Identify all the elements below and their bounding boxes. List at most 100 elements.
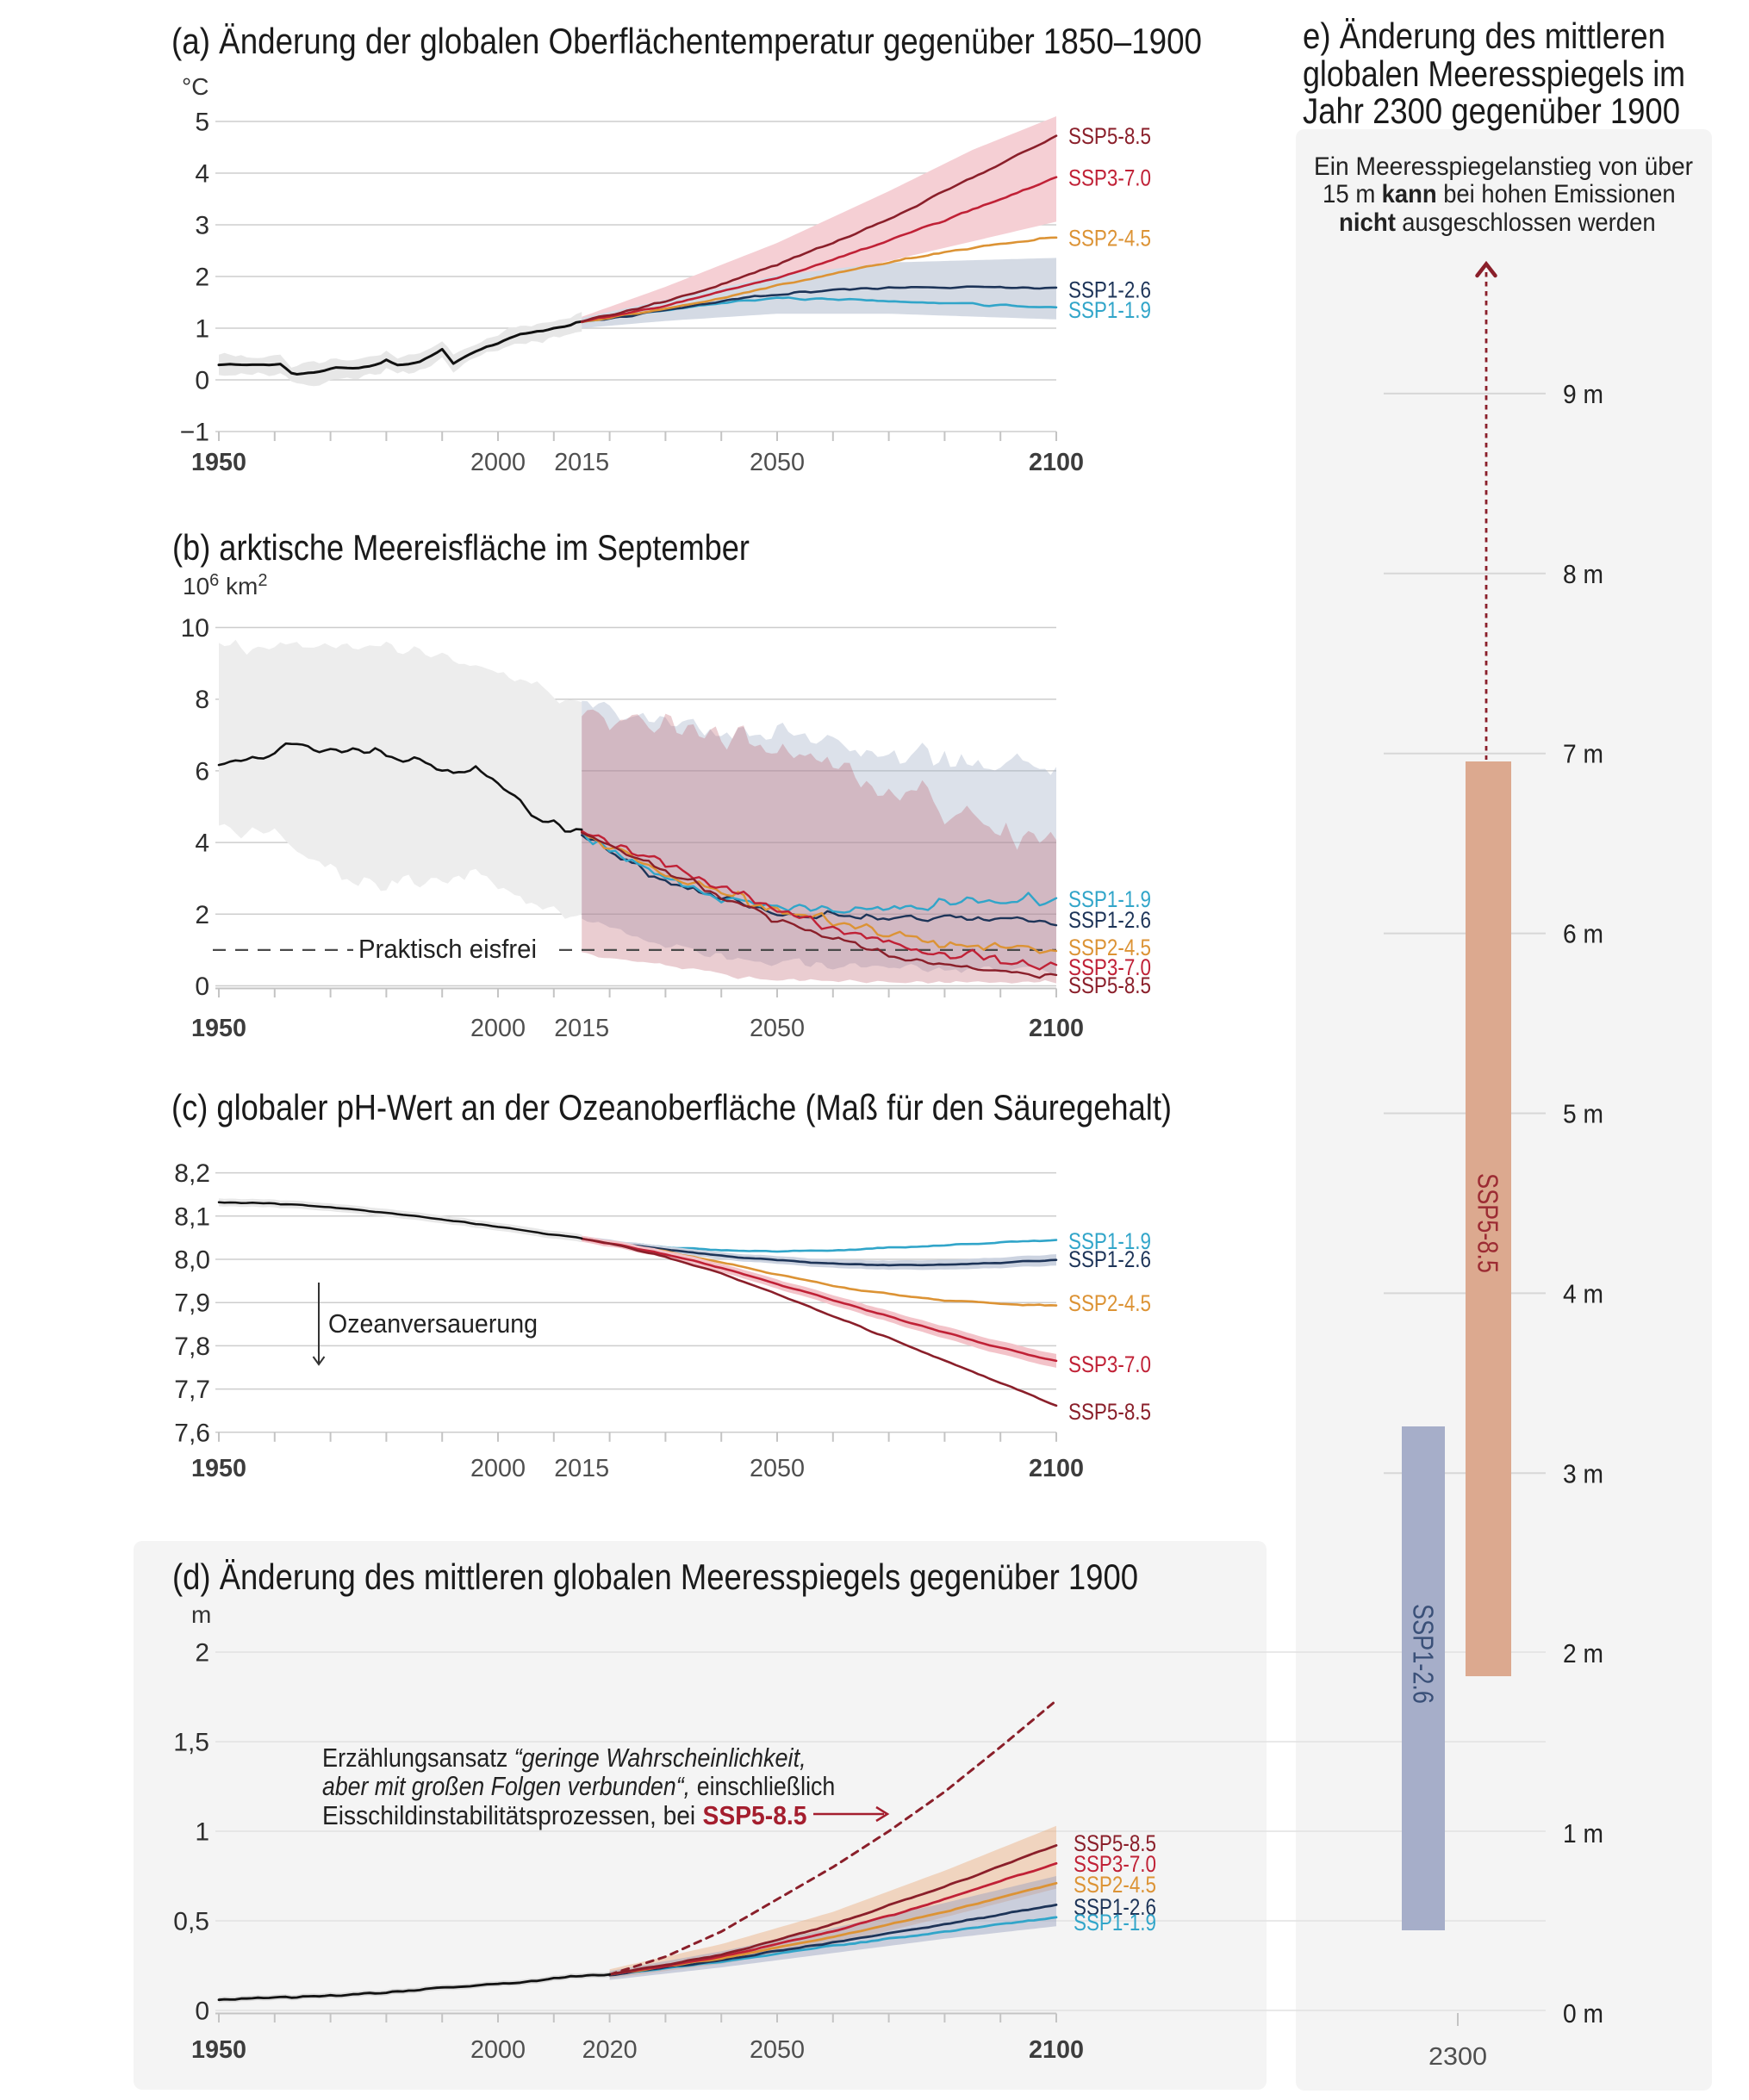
svg-text:(d) Änderung des mittleren glo: (d) Änderung des mittleren globalen Meer… bbox=[172, 1556, 1138, 1597]
svg-text:SSP3-7.0: SSP3-7.0 bbox=[1074, 1851, 1156, 1877]
svg-text:4 m: 4 m bbox=[1563, 1278, 1603, 1308]
svg-text:°C: °C bbox=[182, 73, 209, 100]
svg-text:Erzählungsansatz: Erzählungsansatz bbox=[322, 1743, 514, 1773]
svg-text:2: 2 bbox=[195, 1639, 209, 1668]
svg-text:Praktisch eisfrei: Praktisch eisfrei bbox=[358, 934, 537, 964]
svg-text:SSP3-7.0: SSP3-7.0 bbox=[1068, 165, 1151, 191]
svg-text:Jahr 2300 gegenüber 1900: Jahr 2300 gegenüber 1900 bbox=[1303, 90, 1680, 131]
svg-text:2050: 2050 bbox=[750, 2036, 805, 2064]
svg-text:2100: 2100 bbox=[1029, 1455, 1084, 1482]
svg-text:0: 0 bbox=[195, 1997, 209, 2026]
svg-text:1 m: 1 m bbox=[1563, 1818, 1603, 1848]
svg-text:8,2: 8,2 bbox=[174, 1159, 210, 1188]
svg-text:2: 2 bbox=[195, 264, 209, 292]
svg-text:1950: 1950 bbox=[191, 1455, 246, 1482]
svg-text:8 m: 8 m bbox=[1563, 559, 1603, 589]
svg-text:Ein Meeresspiegelanstieg von ü: Ein Meeresspiegelanstieg von über bbox=[1314, 152, 1693, 181]
svg-text:5: 5 bbox=[195, 109, 209, 137]
svg-text:4: 4 bbox=[195, 160, 209, 189]
svg-text:einschließlich: einschließlich bbox=[690, 1771, 835, 1801]
svg-text:(b) arktische Meereisfläche im: (b) arktische Meereisfläche im September bbox=[172, 527, 750, 568]
svg-text:106 km2: 106 km2 bbox=[183, 571, 268, 600]
svg-text:1950: 1950 bbox=[191, 449, 246, 476]
svg-text:SSP1-1.9: SSP1-1.9 bbox=[1068, 886, 1151, 912]
svg-text:1: 1 bbox=[195, 315, 209, 344]
svg-text:globalen Meeresspiegels im: globalen Meeresspiegels im bbox=[1303, 53, 1685, 94]
svg-text:SSP5-8.5: SSP5-8.5 bbox=[1074, 1830, 1156, 1856]
svg-text:2000: 2000 bbox=[470, 449, 526, 476]
svg-text:15 m: 15 m bbox=[1323, 180, 1382, 208]
svg-text:ausgeschlossen werden: ausgeschlossen werden bbox=[1396, 208, 1656, 237]
svg-text:1950: 1950 bbox=[191, 1015, 246, 1042]
svg-text:nicht: nicht bbox=[1339, 208, 1396, 237]
svg-text:SSP2-4.5: SSP2-4.5 bbox=[1074, 1872, 1156, 1898]
svg-text:0: 0 bbox=[195, 972, 209, 1001]
svg-text:SSP1-2.6: SSP1-2.6 bbox=[1408, 1604, 1440, 1704]
svg-text:10: 10 bbox=[181, 614, 209, 643]
svg-text:SSP1-1.9: SSP1-1.9 bbox=[1074, 1910, 1156, 1935]
svg-text:2000: 2000 bbox=[470, 1455, 526, 1482]
svg-text:1,5: 1,5 bbox=[173, 1729, 209, 1757]
svg-text:bei hohen Emissionen: bei hohen Emissionen bbox=[1437, 180, 1676, 208]
svg-text:(c) globaler pH-Wert an der Oz: (c) globaler pH-Wert an der Ozeanoberflä… bbox=[171, 1087, 1172, 1128]
svg-text:8: 8 bbox=[195, 686, 209, 714]
svg-text:e) Änderung des mittleren: e) Änderung des mittleren bbox=[1303, 16, 1665, 56]
svg-text:SSP2-4.5: SSP2-4.5 bbox=[1068, 226, 1151, 252]
svg-text:1950: 1950 bbox=[191, 2036, 246, 2064]
svg-text:2050: 2050 bbox=[750, 1455, 805, 1482]
svg-text:SSP5-8.5: SSP5-8.5 bbox=[1068, 972, 1151, 998]
svg-text:7,6: 7,6 bbox=[174, 1419, 210, 1447]
svg-text:2015: 2015 bbox=[554, 449, 609, 476]
svg-text:6 m: 6 m bbox=[1563, 919, 1603, 949]
svg-text:9 m: 9 m bbox=[1563, 379, 1603, 409]
svg-text:2: 2 bbox=[195, 901, 209, 929]
svg-text:3 m: 3 m bbox=[1563, 1458, 1603, 1488]
svg-text:2000: 2000 bbox=[470, 2036, 526, 2064]
svg-text:3: 3 bbox=[195, 212, 209, 240]
svg-text:m: m bbox=[191, 1601, 211, 1628]
svg-text:SSP5-8.5: SSP5-8.5 bbox=[1068, 1399, 1151, 1425]
svg-text:SSP2-4.5: SSP2-4.5 bbox=[1068, 935, 1151, 960]
svg-text:SSP3-7.0: SSP3-7.0 bbox=[1068, 1351, 1151, 1377]
svg-text:7,7: 7,7 bbox=[174, 1376, 210, 1404]
svg-text:2020: 2020 bbox=[582, 2036, 638, 2064]
svg-text:SSP5-8.5: SSP5-8.5 bbox=[1472, 1173, 1504, 1273]
svg-text:SSP3-7.0: SSP3-7.0 bbox=[1068, 954, 1151, 980]
svg-text:−1: −1 bbox=[180, 419, 209, 447]
svg-text:2300: 2300 bbox=[1428, 2043, 1487, 2071]
svg-text:SSP1-2.6: SSP1-2.6 bbox=[1068, 277, 1151, 303]
svg-text:4: 4 bbox=[195, 829, 209, 858]
svg-text:Eisschildinstabilitätsprozesse: Eisschildinstabilitätsprozessen, bei bbox=[322, 1800, 702, 1830]
svg-text:SSP5-8.5: SSP5-8.5 bbox=[703, 1800, 807, 1830]
svg-text:2100: 2100 bbox=[1029, 2036, 1084, 2064]
svg-text:aber mit großen Folgen verbund: aber mit großen Folgen verbunden“, bbox=[322, 1771, 690, 1801]
svg-text:SSP1-2.6: SSP1-2.6 bbox=[1068, 907, 1151, 933]
svg-text:7 m: 7 m bbox=[1563, 739, 1603, 769]
svg-text:kann: kann bbox=[1382, 180, 1437, 208]
svg-text:7,9: 7,9 bbox=[174, 1289, 210, 1318]
svg-text:6: 6 bbox=[195, 757, 209, 786]
svg-text:2015: 2015 bbox=[554, 1455, 609, 1482]
svg-text:8,0: 8,0 bbox=[174, 1246, 210, 1275]
svg-text:0,5: 0,5 bbox=[173, 1908, 209, 1936]
svg-text:“geringe Wahrscheinlichkeit,: “geringe Wahrscheinlichkeit, bbox=[514, 1743, 806, 1773]
svg-text:2050: 2050 bbox=[750, 449, 805, 476]
svg-text:2015: 2015 bbox=[554, 1015, 609, 1042]
svg-text:SSP1-2.6: SSP1-2.6 bbox=[1068, 1246, 1151, 1272]
svg-text:5 m: 5 m bbox=[1563, 1099, 1603, 1129]
svg-text:Ozeanversauerung: Ozeanversauerung bbox=[328, 1308, 538, 1339]
svg-text:7,8: 7,8 bbox=[174, 1333, 210, 1361]
svg-text:2100: 2100 bbox=[1029, 1015, 1084, 1042]
svg-text:SSP1-1.9: SSP1-1.9 bbox=[1068, 297, 1151, 323]
svg-text:SSP1-1.9: SSP1-1.9 bbox=[1068, 1228, 1151, 1254]
svg-text:SSP5-8.5: SSP5-8.5 bbox=[1068, 123, 1151, 149]
svg-text:0 m: 0 m bbox=[1563, 1998, 1603, 2029]
svg-text:SSP2-4.5: SSP2-4.5 bbox=[1068, 1290, 1151, 1316]
svg-text:8,1: 8,1 bbox=[174, 1202, 210, 1231]
svg-text:SSP1-2.6: SSP1-2.6 bbox=[1074, 1894, 1156, 1920]
svg-text:2000: 2000 bbox=[470, 1015, 526, 1042]
svg-text:(a) Änderung der globalen Ober: (a) Änderung der globalen Oberflächentem… bbox=[171, 21, 1202, 61]
svg-text:0: 0 bbox=[195, 367, 209, 395]
svg-text:2050: 2050 bbox=[750, 1015, 805, 1042]
svg-text:2 m: 2 m bbox=[1563, 1638, 1603, 1668]
